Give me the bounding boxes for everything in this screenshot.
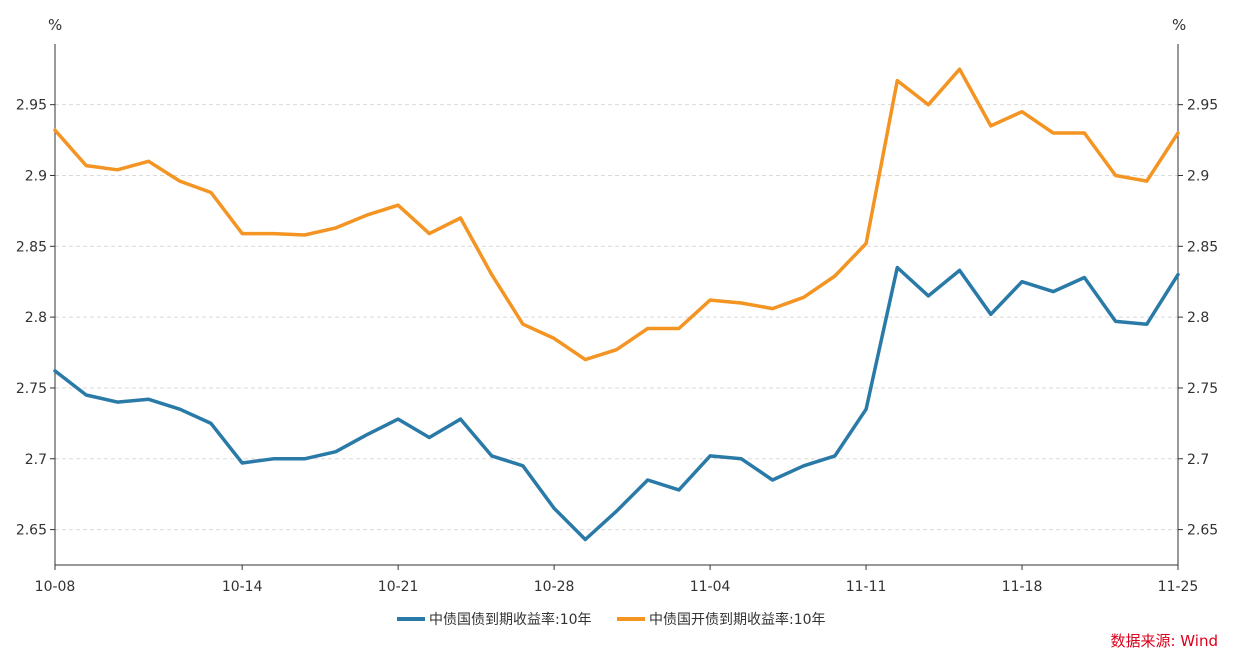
x-tick-label: 10-14: [222, 579, 263, 595]
y-tick-label-left: 2.95: [16, 98, 47, 114]
legend: 中债国债到期收益率:10年 中债国开债到期收益率:10年: [397, 611, 826, 628]
y-tick-label-right: 2.65: [1187, 523, 1218, 539]
x-tick-label: 11-18: [1002, 579, 1043, 595]
y-tick-label-right: 2.95: [1187, 98, 1218, 114]
y-tick-label-left: 2.8: [25, 310, 47, 326]
y-tick-label-left: 2.7: [25, 452, 47, 468]
y-tick-label-right: 2.85: [1187, 239, 1218, 255]
series-line-cgb-10y: [53, 265, 1180, 542]
x-axis-ticks: 10-08 10-14 10-21 10-28 11-04 11-11 11-18 11-25: [35, 565, 1199, 595]
series-line-cdb-10y: [53, 67, 1180, 362]
legend-label: 中债国开债到期收益率:10年: [649, 611, 826, 628]
y-tick-label-left: 2.65: [16, 523, 47, 539]
left-axis-ticks: 2.65 2.7 2.75 2.8 2.85 2.9 2.95: [16, 98, 55, 539]
y-tick-label-right: 2.7: [1187, 452, 1209, 468]
grid-lines: [55, 104, 1178, 531]
x-tick-label: 11-25: [1158, 579, 1199, 595]
right-axis-ticks: 2.65 2.7 2.75 2.8 2.85 2.9 2.95: [1178, 98, 1218, 539]
y-tick-label-right: 2.9: [1187, 168, 1209, 184]
right-axis-unit: %: [1172, 16, 1186, 34]
y-tick-label-left: 2.75: [16, 381, 47, 397]
left-axis-unit: %: [48, 16, 62, 34]
y-tick-label-left: 2.85: [16, 239, 47, 255]
y-tick-label-right: 2.8: [1187, 310, 1209, 326]
y-tick-label-right: 2.75: [1187, 381, 1218, 397]
data-source-note: 数据来源: Wind: [1110, 632, 1218, 650]
x-tick-label: 10-08: [35, 579, 76, 595]
series-lines: [53, 67, 1180, 542]
x-tick-label: 10-28: [534, 579, 575, 595]
y-tick-label-left: 2.9: [25, 168, 47, 184]
x-tick-label: 11-04: [690, 579, 731, 595]
x-tick-label: 10-21: [378, 579, 419, 595]
x-tick-label: 11-11: [846, 579, 887, 595]
legend-label: 中债国债到期收益率:10年: [429, 611, 592, 628]
